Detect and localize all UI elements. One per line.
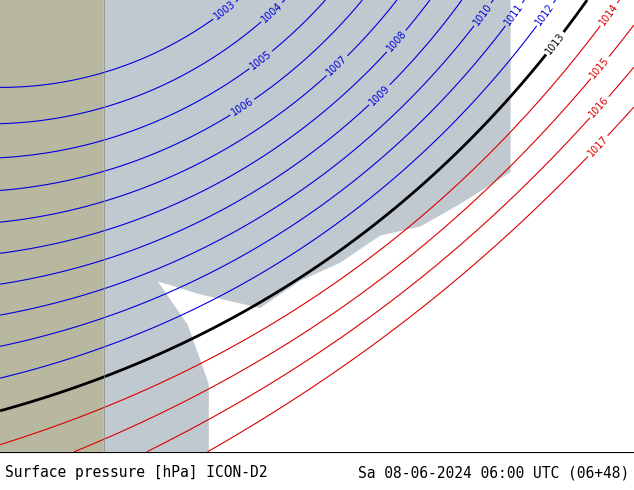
Text: 1003: 1003 [212, 0, 238, 22]
Text: 1007: 1007 [325, 54, 349, 78]
Text: 1013: 1013 [543, 30, 566, 56]
Text: Sa 08-06-2024 06:00 UTC (06+48): Sa 08-06-2024 06:00 UTC (06+48) [358, 466, 629, 480]
Text: 1009: 1009 [367, 83, 392, 107]
Bar [0, 0, 104, 452]
Polygon shape [104, 0, 510, 307]
Text: 1017: 1017 [586, 134, 610, 159]
Text: Surface pressure [hPa] ICON-D2: Surface pressure [hPa] ICON-D2 [5, 466, 268, 480]
Text: 1006: 1006 [230, 97, 256, 118]
Text: 1004: 1004 [259, 0, 284, 24]
Text: 1010: 1010 [471, 1, 494, 27]
Polygon shape [104, 262, 208, 452]
Text: 1014: 1014 [598, 1, 620, 27]
Text: 1012: 1012 [534, 1, 557, 27]
Text: 1008: 1008 [384, 29, 408, 54]
Text: 1005: 1005 [248, 49, 274, 72]
Text: 1016: 1016 [588, 95, 611, 120]
Text: 1011: 1011 [503, 1, 525, 27]
Text: 1015: 1015 [588, 55, 612, 80]
